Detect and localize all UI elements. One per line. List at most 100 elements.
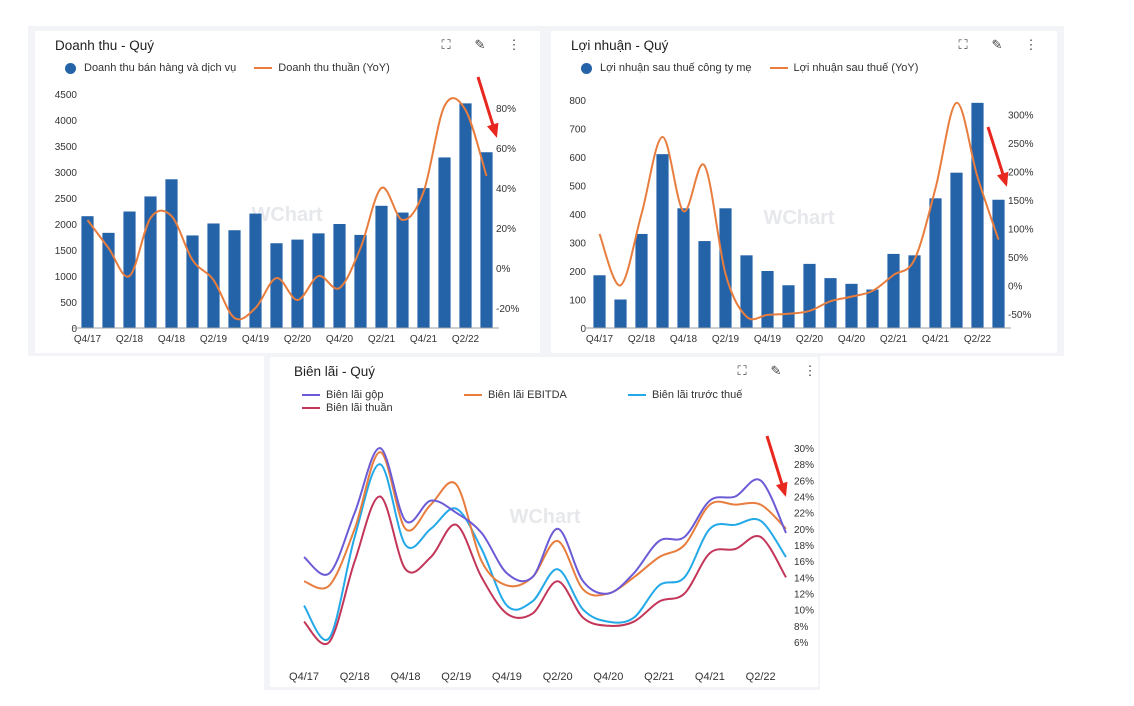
y-right-tick-label: 26% [794,476,814,487]
revenue-bar [270,243,283,328]
expand-icon[interactable]: ⛶ [958,37,968,52]
legend-item-profit[interactable]: Lợi nhuận sau thuế công ty mẹ [581,62,752,74]
margin-legend-row-1: Biên lãi gộp Biên lãi EBITDA Biên lãi tr… [302,389,760,401]
legend-swatch [65,62,76,74]
x-tick-label: Q4/17 [74,334,102,345]
watermark: WChart [509,506,580,528]
x-tick-label: Q4/21 [410,334,438,345]
more-vertical-icon[interactable]: ⋮ [1024,37,1038,52]
y-left-tick-label: 3000 [55,168,78,179]
revenue-bar [396,212,409,328]
y-right-tick-label: 30% [794,444,814,455]
y-right-tick-label: 28% [794,460,814,471]
legend-swatch [581,62,592,74]
profit-chart-toolbar: ⛶ ✎ ⋮ [955,38,1039,52]
revenue-chart-legend: Doanh thu bán hàng và dịch vụ Doanh thu … [65,62,408,74]
legend-label: Biên lãi thuần [326,402,393,414]
legend-label: Biên lãi trước thuế [652,389,743,401]
x-tick-label: Q4/20 [838,334,866,345]
x-tick-label: Q2/20 [543,671,573,683]
y-right-tick-label: 300% [1008,110,1034,121]
x-tick-label: Q4/19 [242,334,270,345]
y-left-tick-label: 1000 [55,272,78,283]
revenue-bar [207,223,220,328]
profit-chart-legend: Lợi nhuận sau thuế công ty mẹ Lợi nhuận … [581,62,936,74]
legend-label: Lợi nhuận sau thuế công ty mẹ [600,62,752,74]
revenue-bar [102,232,115,328]
legend-swatch [628,394,646,396]
profit-bar [950,172,963,328]
x-tick-label: Q2/18 [340,671,370,683]
y-left-tick-label: 800 [569,96,586,107]
revenue-chart-toolbar: ⛶ ✎ ⋮ [438,38,522,52]
legend-item-gross-margin[interactable]: Biên lãi gộp [302,389,448,401]
profit-bar [824,278,837,328]
pencil-icon[interactable]: ✎ [770,363,782,378]
margin-chart-toolbar: ⛶ ✎ ⋮ [734,364,818,378]
y-right-tick-label: 250% [1008,139,1034,150]
legend-item-ebitda-margin[interactable]: Biên lãi EBITDA [464,389,612,401]
margin-legend-row-2: Biên lãi thuần [302,402,411,414]
x-tick-label: Q4/17 [586,334,614,345]
revenue-bar [312,233,325,328]
legend-item-profit-yoy[interactable]: Lợi nhuận sau thuế (YoY) [769,62,918,74]
revenue-bar [249,213,262,328]
profit-chart-panel: Lợi nhuận - Quý ⛶ ✎ ⋮ Lợi nhuận sau thuế… [551,31,1057,353]
x-tick-label: Q4/17 [289,671,319,683]
y-right-tick-label: -20% [496,304,519,315]
revenue-yoy-line [86,97,488,321]
expand-icon[interactable]: ⛶ [737,363,747,378]
x-tick-label: Q2/19 [441,671,471,683]
y-right-tick-label: 100% [1008,224,1034,235]
profit-bar [614,299,627,328]
profit-bar [740,255,753,328]
x-tick-label: Q2/21 [644,671,674,683]
y-right-tick-label: 200% [1008,167,1034,178]
profit-bar [761,271,774,328]
pencil-icon[interactable]: ✎ [474,37,486,52]
x-tick-label: Q2/18 [116,334,144,345]
y-right-tick-label: 8% [794,622,809,633]
expand-icon[interactable]: ⛶ [441,37,451,52]
more-vertical-icon[interactable]: ⋮ [507,37,521,52]
margin-chart-plot: WChart 6% 8% 10% 12% 14% 16% 18% 20% 22% 24% 26% 28%… [289,435,814,683]
legend-item-net-margin[interactable]: Biên lãi thuần [302,402,393,414]
profit-bar [887,253,900,328]
y-left-tick-label: 400 [569,210,586,221]
revenue-bar [417,188,430,328]
y-right-tick-label: 60% [496,144,516,155]
watermark: WChart [763,207,834,229]
x-tick-label: Q2/20 [284,334,312,345]
x-tick-label: Q4/19 [754,334,782,345]
profit-chart-plot: WChart 0 100 200 300 400 500 600 700 800 -50% 0% 50%… [569,96,1034,345]
y-right-tick-label: 16% [794,557,814,568]
y-left-tick-label: 300 [569,239,586,250]
revenue-bar [375,205,388,328]
revenue-bar [144,196,157,328]
legend-swatch [302,407,320,409]
legend-item-pretax-margin[interactable]: Biên lãi trước thuế [628,389,742,401]
y-left-tick-label: 0 [580,324,586,335]
pencil-icon[interactable]: ✎ [991,37,1003,52]
y-right-tick-label: 20% [496,224,516,235]
y-right-tick-label: 10% [794,606,814,617]
legend-item-revenue[interactable]: Doanh thu bán hàng và dịch vụ [65,62,236,74]
x-tick-label: Q4/20 [593,671,623,683]
margin-chart-panel: Biên lãi - Quý ⛶ ✎ ⋮ Biên lãi gộp Biên l… [270,357,818,687]
y-right-tick-label: 24% [794,493,814,504]
revenue-bar [459,103,472,328]
x-tick-label: Q4/20 [326,334,354,345]
margin-line-crimson [303,495,787,646]
y-right-tick-label: 14% [794,573,814,584]
y-left-tick-label: 200 [569,267,586,278]
more-vertical-icon[interactable]: ⋮ [803,363,817,378]
revenue-chart-title: Doanh thu - Quý [55,38,155,53]
profit-bar [803,263,816,328]
revenue-chart-plot: WChart 0 500 1000 1500 2000 2500 3000 3500 4000 45… [55,76,519,345]
x-tick-label: Q2/20 [796,334,824,345]
y-right-tick-label: 6% [794,638,809,649]
x-tick-label: Q4/18 [390,671,420,683]
legend-item-revenue-yoy[interactable]: Doanh thu thuần (YoY) [254,62,390,74]
profit-bar [677,208,690,328]
y-right-tick-label: 80% [496,104,516,115]
